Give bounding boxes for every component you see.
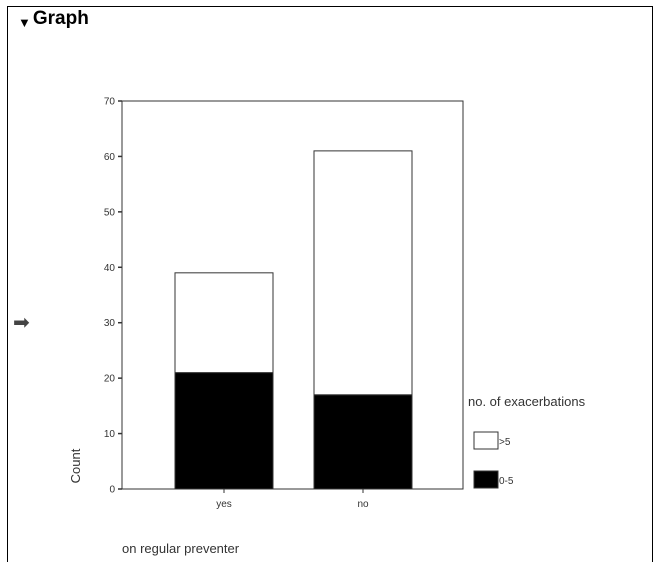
plot-frame bbox=[121, 100, 464, 490]
legend-label: >5 bbox=[499, 437, 511, 448]
legend-title: no. of exacerbations bbox=[468, 394, 586, 409]
bar-segment bbox=[313, 394, 413, 490]
y-axis-title: Count bbox=[68, 448, 83, 483]
x-axis: yes no bbox=[216, 489, 369, 510]
section-header[interactable]: ▼ Graph bbox=[18, 8, 89, 30]
x-axis-title: on regular preventer bbox=[122, 541, 240, 556]
legend-label: 0-5 bbox=[499, 476, 514, 487]
y-axis: 0 10 20 30 40 50 60 70 bbox=[104, 97, 122, 496]
y-tick-label: 10 bbox=[104, 429, 116, 440]
bar-segment bbox=[313, 150, 413, 396]
y-tick-label: 40 bbox=[104, 263, 116, 274]
legend-swatch bbox=[473, 470, 499, 489]
arrow-right-icon[interactable]: ➡ bbox=[13, 312, 30, 334]
y-tick-label: 20 bbox=[104, 374, 116, 385]
y-tick-label: 70 bbox=[104, 97, 116, 108]
y-tick-label: 50 bbox=[104, 207, 116, 218]
legend: >5 0-5 bbox=[473, 431, 514, 489]
legend-swatch bbox=[473, 431, 499, 450]
y-tick-label: 30 bbox=[104, 318, 116, 329]
section-title: Graph bbox=[32, 8, 89, 29]
bars bbox=[174, 150, 413, 490]
x-tick-label: no bbox=[357, 499, 369, 510]
bar-segment bbox=[174, 272, 274, 374]
collapse-triangle-icon[interactable]: ▼ bbox=[18, 15, 31, 30]
x-tick-label: yes bbox=[216, 499, 232, 510]
y-tick-label: 60 bbox=[104, 152, 116, 163]
bar-segment bbox=[174, 372, 274, 490]
y-tick-label: 0 bbox=[109, 485, 115, 496]
